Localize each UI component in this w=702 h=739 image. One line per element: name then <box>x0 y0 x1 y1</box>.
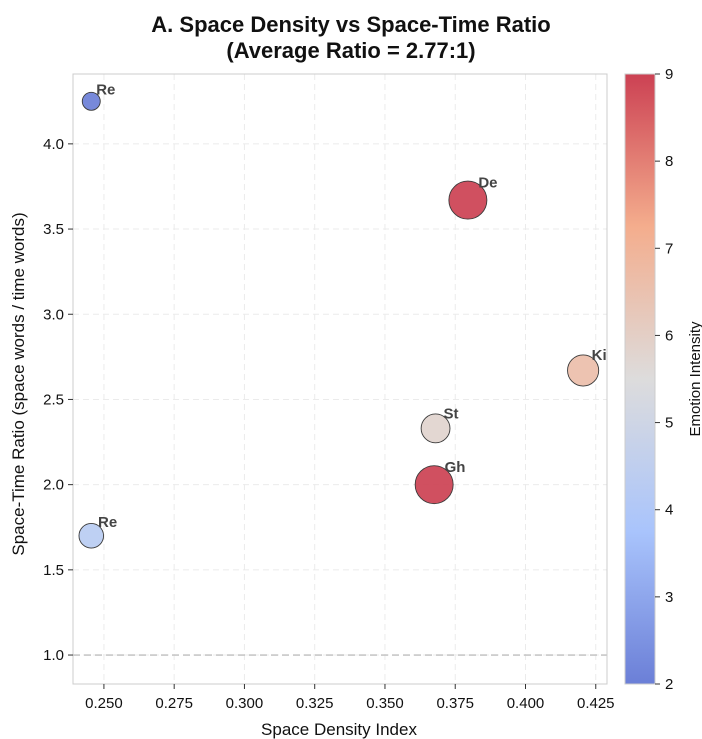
data-point-label: St <box>443 405 458 422</box>
colorbar-tick-label: 2 <box>665 676 673 693</box>
colorbar-tick-label: 8 <box>665 153 673 170</box>
x-tick-label: 0.325 <box>296 695 334 712</box>
x-tick-label: 0.425 <box>577 695 615 712</box>
data-points <box>78 91 600 549</box>
data-point-label: Re <box>98 514 117 531</box>
y-tick-label: 1.5 <box>43 562 64 579</box>
y-axis-label: Space-Time Ratio (space words / time wor… <box>9 212 28 555</box>
y-tick-label: 2.0 <box>43 477 64 494</box>
x-axis-ticks: 0.250 0.275 0.300 0.325 0.350 0.375 0.400 0.425 <box>85 684 615 712</box>
colorbar-label: Emotion Intensity <box>687 321 702 437</box>
colorbar-ticks: 2 3 4 5 6 7 8 9 <box>655 66 673 693</box>
y-tick-label: 3.0 <box>43 306 64 323</box>
grid <box>73 74 607 684</box>
x-tick-label: 0.375 <box>436 695 474 712</box>
data-point <box>420 413 451 444</box>
chart-title-line2: (Average Ratio = 2.77:1) <box>226 38 475 63</box>
colorbar-tick-label: 5 <box>665 415 673 432</box>
plot-frame <box>72 73 608 685</box>
y-tick-label: 2.5 <box>43 391 64 408</box>
x-tick-label: 0.250 <box>85 695 123 712</box>
y-tick-label: 4.0 <box>43 136 64 153</box>
x-axis-label: Space Density Index <box>261 720 417 739</box>
data-point-label: De <box>478 175 497 192</box>
chart-title-line1: A. Space Density vs Space-Time Ratio <box>151 12 550 37</box>
y-tick-label: 3.5 <box>43 221 64 238</box>
colorbar-tick-label: 9 <box>665 66 673 83</box>
x-tick-label: 0.300 <box>226 695 264 712</box>
data-point <box>78 523 105 549</box>
data-point <box>567 354 600 387</box>
data-point-label: Gh <box>445 459 466 476</box>
point-labels: Re De Ki St Gh Re <box>96 81 606 531</box>
colorbar <box>624 73 656 685</box>
colorbar-tick-label: 3 <box>665 589 673 606</box>
data-point-label: Re <box>96 81 115 98</box>
data-point-label: Ki <box>592 347 607 364</box>
data-point <box>81 91 101 111</box>
data-point <box>448 180 488 220</box>
y-axis-ticks: 1.0 1.5 2.0 2.5 3.0 3.5 4.0 <box>43 136 73 664</box>
data-point <box>414 465 454 505</box>
x-tick-label: 0.400 <box>507 695 545 712</box>
x-tick-label: 0.275 <box>155 695 193 712</box>
colorbar-tick-label: 6 <box>665 327 673 344</box>
y-tick-label: 1.0 <box>43 647 64 664</box>
colorbar-tick-label: 4 <box>665 502 673 519</box>
x-tick-label: 0.350 <box>366 695 404 712</box>
colorbar-tick-label: 7 <box>665 240 673 257</box>
